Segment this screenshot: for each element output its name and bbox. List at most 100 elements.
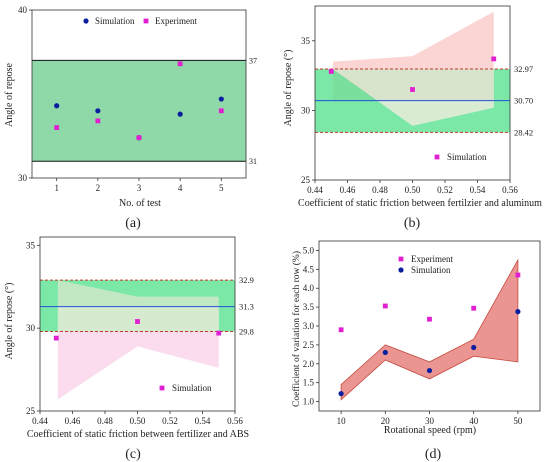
- y-tick-label-b: 35: [301, 36, 311, 46]
- range-band-d: [340, 258, 519, 401]
- chart-panel-c: 32.9 31.3 29.8 0.44 0.46 0.48 0.50 0.52 0.54 0.56…: [4, 236, 254, 462]
- data-point-simulation: [410, 87, 415, 92]
- x-axis-label-a: No. of test: [119, 198, 161, 209]
- legend-marker-simulation: [83, 18, 89, 24]
- x-tick-label-d: 40: [469, 416, 479, 426]
- legend-marker-experiment: [143, 18, 149, 24]
- y-tick-label-c: 25: [26, 406, 36, 416]
- legend-marker-simulation: [434, 154, 440, 160]
- x-tick-label-c: 0.44: [32, 416, 48, 426]
- legend-label-experiment: Experiment: [411, 254, 453, 264]
- data-point-simulation: [177, 111, 183, 117]
- data-point-simulation: [382, 349, 388, 356]
- x-tick-label-b: 0.44: [307, 185, 323, 195]
- plot-area-d: 10 20 30 40 50 1.0 1.5 2.0 2.5 3.0 3.5 4.0 4.5 5.0 Exp…: [303, 240, 541, 426]
- x-tick-label-b: 0.46: [340, 185, 356, 195]
- y-tick-label-d: 5.0: [303, 245, 315, 255]
- legend-marker-simulation: [398, 267, 404, 273]
- legend-label-simulation: Simulation: [447, 152, 487, 162]
- shaded-region-lower-c: [57, 331, 219, 400]
- band-label-upper-a: 37: [249, 56, 257, 65]
- reference-label-upper-c: 32.9: [239, 275, 254, 285]
- x-tick-label-b: 0.54: [470, 185, 486, 195]
- chart-panel-b: 32.97 30.70 28.42 0.44 0.46 0.48 0.50 0.52 0.54 0…: [283, 5, 542, 231]
- band-label-lower-a: 31: [249, 157, 257, 166]
- data-point-simulation: [53, 335, 59, 341]
- y-tick-label-d: 3.0: [303, 321, 315, 331]
- plot-area-c: 32.9 31.3 29.8 0.44 0.46 0.48 0.50 0.52 0.54 0.56…: [26, 236, 254, 426]
- legend-label-simulation: Simulation: [172, 383, 212, 393]
- plot-area-b: 32.97 30.70 28.42 0.44 0.46 0.48 0.50 0.52 0.54 0…: [301, 5, 533, 195]
- x-axis-label-b: Coefficient of static friction between f…: [298, 198, 542, 209]
- plot-area-a: 37 31 1 2 3 4 5 30 40 Simulation Experiment: [18, 5, 257, 193]
- data-point-experiment: [177, 61, 183, 67]
- y-tick-label-d: 3.5: [303, 302, 315, 312]
- data-point-simulation: [216, 330, 222, 336]
- reference-label-upper-b: 32.97: [514, 64, 533, 74]
- data-point-simulation: [426, 367, 433, 374]
- shaded-region-mid-c: [57, 280, 219, 332]
- y-tick-label-d: 4.0: [303, 283, 315, 293]
- x-tick-label-c: 0.46: [65, 416, 81, 426]
- y-tick-label-d: 2.5: [303, 340, 315, 350]
- y-axis-label-b: Angle of repose (°): [283, 49, 294, 126]
- x-tick-label-d: 10: [337, 416, 347, 426]
- x-tick-label-c: 0.56: [227, 416, 243, 426]
- panel-label-d: (d): [425, 447, 442, 462]
- y-tick-label-a: 40: [18, 5, 28, 15]
- x-tick-label-b: 0.56: [502, 185, 518, 195]
- data-point-simulation: [135, 319, 140, 324]
- y-tick-label-a: 30: [18, 173, 28, 183]
- data-point-simulation: [491, 56, 497, 62]
- x-tick-label-c: 0.48: [97, 416, 113, 426]
- y-tick-label-c: 30: [26, 323, 36, 333]
- data-point-simulation: [471, 344, 477, 351]
- y-axis-label-c: Angle of repose (°): [4, 282, 15, 359]
- reference-label-mean-c: 31.3: [239, 302, 254, 312]
- data-point-experiment: [218, 108, 224, 114]
- data-point-experiment: [338, 327, 344, 333]
- y-tick-label-d: 2.0: [303, 359, 315, 369]
- x-tick-label-a: 3: [137, 183, 142, 193]
- shaded-region-band-b: [315, 69, 510, 133]
- x-tick-label-b: 0.52: [437, 185, 453, 195]
- x-tick-label-b: 0.50: [405, 185, 421, 195]
- y-tick-label-b: 25: [301, 175, 311, 185]
- data-point-simulation: [218, 96, 224, 102]
- y-axis-label-a: Angle of repose: [4, 63, 15, 127]
- legend-label-simulation: Simulation: [411, 265, 451, 275]
- x-tick-label-a: 2: [96, 183, 101, 193]
- y-tick-label-d: 1.0: [303, 397, 315, 407]
- data-point-experiment: [136, 135, 142, 141]
- chart-panel-a: 37 31 1 2 3 4 5 30 40 Simulation Experiment Angle …: [4, 5, 257, 231]
- panel-label-c: (c): [125, 447, 141, 462]
- x-tick-label-d: 20: [381, 416, 391, 426]
- data-point-experiment: [95, 118, 101, 124]
- x-tick-label-d: 30: [425, 416, 435, 426]
- data-point-simulation: [338, 391, 344, 397]
- shaded-region-mid-b: [332, 69, 494, 126]
- reference-label-lower-c: 29.8: [239, 326, 254, 336]
- x-tick-label-d: 50: [513, 416, 523, 426]
- y-axis-label-d: Coefficient of variation for each row (%…: [291, 251, 302, 407]
- data-point-experiment: [471, 305, 477, 311]
- data-point-simulation: [328, 69, 334, 74]
- y-tick-label-d: 4.5: [303, 264, 315, 274]
- legend-marker-experiment: [398, 256, 404, 262]
- data-point-experiment: [382, 303, 388, 309]
- y-tick-label-b: 30: [301, 105, 311, 115]
- y-tick-label-c: 35: [26, 240, 36, 250]
- x-tick-label-c: 0.52: [162, 416, 178, 426]
- panel-label-a: (a): [125, 216, 141, 231]
- x-tick-label-c: 0.50: [130, 416, 146, 426]
- data-point-experiment: [515, 272, 521, 278]
- legend-marker-simulation: [159, 385, 165, 391]
- data-point-simulation: [515, 309, 521, 315]
- data-point-simulation: [54, 103, 60, 109]
- x-tick-label-b: 0.48: [372, 185, 388, 195]
- x-tick-label-c: 0.54: [195, 416, 211, 426]
- x-tick-label-a: 1: [54, 183, 59, 193]
- data-point-experiment: [54, 125, 60, 130]
- chart-panel-d: 10 20 30 40 50 1.0 1.5 2.0 2.5 3.0 3.5 4.0 4.5 5.0 Exp…: [291, 240, 541, 462]
- data-point-experiment: [427, 316, 432, 322]
